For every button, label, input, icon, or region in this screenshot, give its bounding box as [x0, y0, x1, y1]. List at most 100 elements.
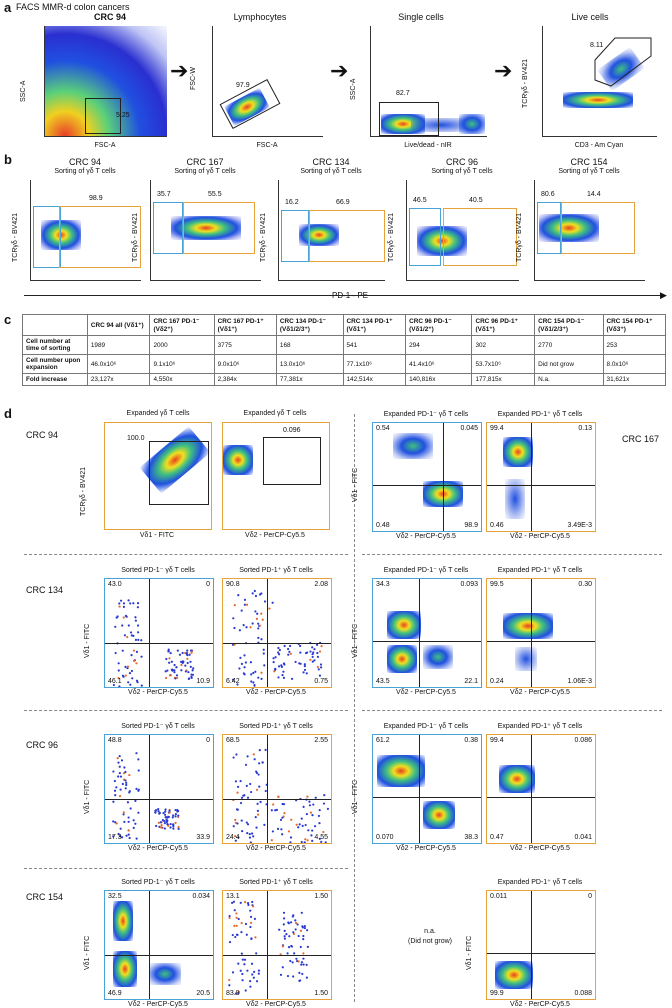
d-scatter-point: [301, 961, 303, 963]
d-scatter-point: [312, 651, 314, 653]
d-scatter-point: [128, 834, 130, 836]
d-scatter-point: [311, 646, 313, 648]
d-scatter-point: [114, 626, 116, 628]
a1-plot: [44, 26, 167, 137]
d-scatter-point: [234, 604, 236, 606]
d-scatter-point: [233, 627, 235, 629]
d-scatter-point: [176, 674, 178, 676]
d-crc154-na-note: (Did not grow): [380, 938, 480, 945]
d-scatter-point: [260, 672, 262, 674]
d-scatter-point: [277, 828, 279, 830]
d-scatter-point: [309, 804, 311, 806]
d-scatter-point: [137, 639, 139, 641]
d-scatter-point: [306, 796, 308, 798]
b-gate-right-value: 14.4: [587, 191, 601, 198]
d-scatter-point: [308, 801, 310, 803]
b-gate-pd1-neg: [153, 202, 183, 254]
d-scatter-point: [160, 821, 162, 823]
d-scatter-point: [271, 809, 273, 811]
table-header-cell: CRC 154 PD-1⁻ (Vδ1/2/3⁺): [535, 315, 603, 336]
table-cell: 2770: [535, 336, 603, 355]
d-density: [503, 613, 553, 639]
d-scatter-point: [263, 664, 265, 666]
d-quadrant-lr: 3.49E-3: [567, 522, 592, 529]
d-scatter-point: [172, 828, 174, 830]
d-scatter-point: [306, 672, 308, 674]
d-density: [113, 901, 133, 941]
d-scatter-point: [154, 812, 156, 814]
d-quadrant-hline: [223, 955, 331, 956]
table-cell: 302: [472, 336, 535, 355]
d-scatter-point: [253, 684, 255, 686]
b-plot-name: CRC 134: [278, 157, 384, 167]
d-scatter-point: [250, 791, 252, 793]
d-scatter-point: [295, 958, 297, 960]
d-scatter-point: [309, 659, 311, 661]
d-scatter-point: [119, 772, 121, 774]
d-scatter-point: [291, 678, 293, 680]
d-quadrant-hline: [487, 485, 595, 486]
table-cell: 168: [276, 336, 343, 355]
d-scatter-point: [306, 977, 308, 979]
d-quadrant-vline: [531, 423, 532, 531]
a2-ylabel: FSC-W: [190, 67, 197, 90]
d-scatter-point: [249, 783, 251, 785]
d-scatter-point: [298, 662, 300, 664]
d-scatter-point: [170, 823, 172, 825]
d-scatter-point: [298, 960, 300, 962]
d-scatter-point: [165, 816, 167, 818]
d-scatter-point: [137, 624, 139, 626]
d-scatter-point: [179, 654, 181, 656]
d-quadrant-ll: 99.9: [490, 990, 504, 997]
d-scatter-point: [177, 650, 179, 652]
table-cell: 9.0x10⁶: [214, 355, 276, 374]
d-xlabel: Vδ2 - PerCP-Cy5.5: [486, 845, 594, 852]
d-quadrant-lr: 22.1: [464, 678, 478, 685]
d-scatter-point: [311, 840, 313, 842]
d-scatter-point: [125, 782, 127, 784]
a3-header: Single cells: [360, 12, 482, 22]
d-crc94-p1-plot: 100.0: [104, 422, 212, 530]
d-scatter-point: [187, 671, 189, 673]
d-scatter-point: [272, 657, 274, 659]
d-quadrant-ll: 24.4: [226, 834, 240, 841]
d-scatter-point: [241, 979, 243, 981]
a3-xlabel: Live/dead - nIR: [370, 142, 486, 149]
d-scatter-point: [123, 821, 125, 823]
d-scatter-point: [319, 675, 321, 677]
d-scatter-point: [123, 616, 125, 618]
d-scatter-point: [280, 819, 282, 821]
d-scatter-point: [187, 662, 189, 664]
d-quadrant-ul: 34.3: [376, 581, 390, 588]
d-scatter-point: [302, 958, 304, 960]
d-scatter-point: [122, 650, 124, 652]
d-scatter-point: [238, 918, 240, 920]
a3-gate-value: 82.7: [396, 90, 410, 97]
d-scatter-point: [232, 971, 234, 973]
b-gate-left-value: 80.6: [541, 191, 555, 198]
d-scatter-point: [259, 625, 261, 627]
d-scatter-point: [299, 652, 301, 654]
table-cell: 2000: [150, 336, 214, 355]
d-scatter-point: [133, 649, 135, 651]
d-scatter-point: [284, 645, 286, 647]
d-scatter-point: [284, 930, 286, 932]
d-scatter-point: [290, 653, 292, 655]
d-scatter-point: [236, 822, 238, 824]
d-quadrant-vline: [267, 735, 268, 843]
d-scatter-point: [235, 917, 237, 919]
d-scatter-point: [323, 794, 325, 796]
d-scatter-point: [240, 931, 242, 933]
d-scatter-point: [134, 800, 136, 802]
d-scatter-point: [173, 664, 175, 666]
d-scatter-point: [164, 810, 166, 812]
d-scatter-point: [119, 766, 121, 768]
a2-gate-value: 97.9: [236, 82, 250, 89]
d-quadrant-ur: 0.13: [578, 425, 592, 432]
d-scatter-point: [252, 622, 254, 624]
d-scatter-point: [182, 662, 184, 664]
